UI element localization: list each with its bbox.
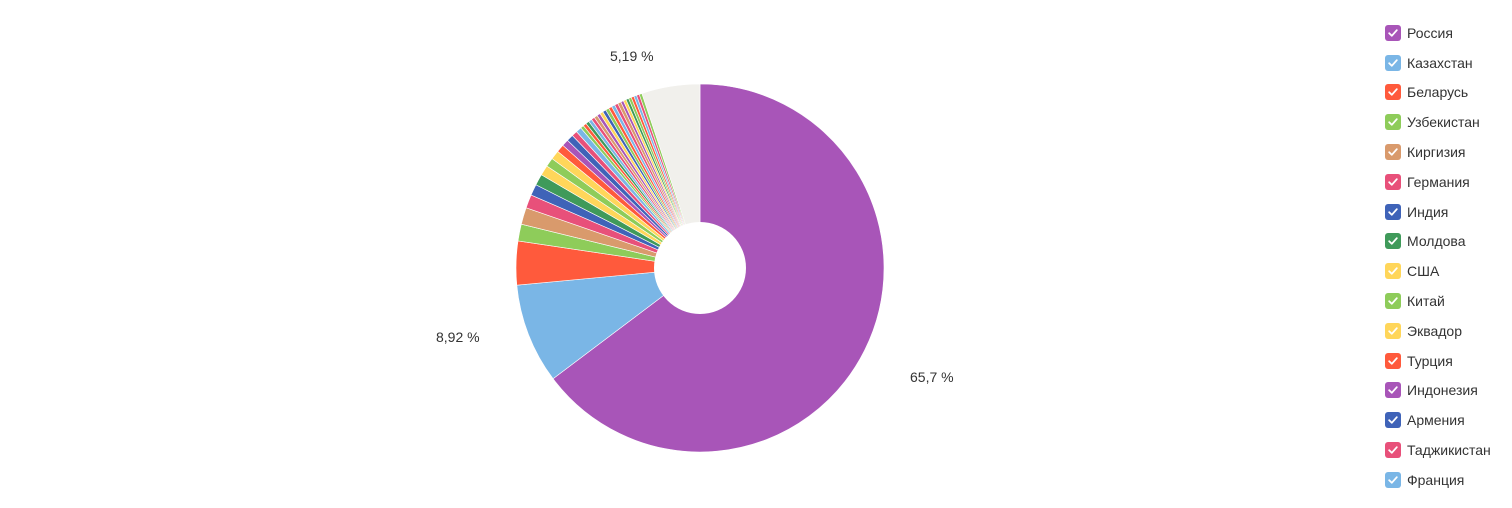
legend-item-kazakhstan[interactable]: Казахстан (1385, 48, 1510, 78)
legend-label: Индия (1407, 203, 1449, 220)
checkmark-icon[interactable] (1385, 263, 1401, 280)
slice-label-other: 5,19 % (610, 48, 654, 64)
checkmark-icon[interactable] (1385, 293, 1401, 310)
legend-item-russia[interactable]: Россия (1385, 18, 1510, 48)
legend-label: Армения (1407, 412, 1465, 429)
legend-label: Индонезия (1407, 382, 1478, 399)
checkmark-icon[interactable] (1385, 84, 1401, 101)
legend-item-germany[interactable]: Германия (1385, 167, 1510, 197)
legend-label: Таджикистан (1407, 442, 1491, 459)
legend-item-turkey[interactable]: Турция (1385, 346, 1510, 376)
pie-slices (515, 83, 885, 453)
legend-item-uzbekistan[interactable]: Узбекистан (1385, 107, 1510, 137)
legend-item-india[interactable]: Индия (1385, 197, 1510, 227)
legend-label: США (1407, 263, 1440, 280)
checkmark-icon[interactable] (1385, 352, 1401, 369)
slice-label-russia: 65,7 % (910, 369, 954, 385)
legend-item-china[interactable]: Китай (1385, 286, 1510, 316)
checkmark-icon[interactable] (1385, 203, 1401, 220)
pie-slice-other[interactable] (641, 83, 701, 269)
pie-slice-kazakhstan[interactable] (516, 267, 702, 380)
checkmark-icon[interactable] (1385, 322, 1401, 339)
legend-label: Германия (1407, 173, 1470, 190)
checkmark-icon[interactable] (1385, 412, 1401, 429)
legend-label: Турция (1407, 352, 1453, 369)
legend-label: Россия (1407, 24, 1453, 41)
legend-item-usa[interactable]: США (1385, 256, 1510, 286)
checkmark-icon[interactable] (1385, 442, 1401, 459)
legend-label: Беларусь (1407, 84, 1469, 101)
legend-item-moldova[interactable]: Молдова (1385, 227, 1510, 257)
legend-label: Франция (1407, 471, 1465, 488)
checkmark-icon[interactable] (1385, 382, 1401, 399)
checkmark-icon[interactable] (1385, 233, 1401, 250)
checkmark-icon[interactable] (1385, 24, 1401, 41)
donut-hole (654, 222, 746, 314)
checkmark-icon[interactable] (1385, 54, 1401, 71)
legend-item-belarus[interactable]: Беларусь (1385, 78, 1510, 108)
slice-label-kazakhstan: 8,92 % (436, 329, 480, 345)
legend-label: Казахстан (1407, 54, 1473, 71)
checkmark-icon[interactable] (1385, 144, 1401, 161)
legend-label: Эквадор (1407, 322, 1462, 339)
legend-label: Киргизия (1407, 144, 1466, 161)
checkmark-icon[interactable] (1385, 173, 1401, 190)
legend-item-france[interactable]: Франция (1385, 465, 1510, 495)
legend-item-kyrgyzstan[interactable]: Киргизия (1385, 137, 1510, 167)
checkmark-icon[interactable] (1385, 114, 1401, 131)
legend-item-tajikistan[interactable]: Таджикистан (1385, 435, 1510, 465)
legend-item-indonesia[interactable]: Индонезия (1385, 376, 1510, 406)
chart-legend: Россия Казахстан Беларусь Узбекистан Киргизи… (1385, 18, 1510, 495)
legend-label: Узбекистан (1407, 114, 1480, 131)
checkmark-icon[interactable] (1385, 471, 1401, 488)
legend-item-ecuador[interactable]: Эквадор (1385, 316, 1510, 346)
legend-label: Китай (1407, 293, 1445, 310)
legend-item-armenia[interactable]: Армения (1385, 405, 1510, 435)
legend-label: Молдова (1407, 233, 1466, 250)
